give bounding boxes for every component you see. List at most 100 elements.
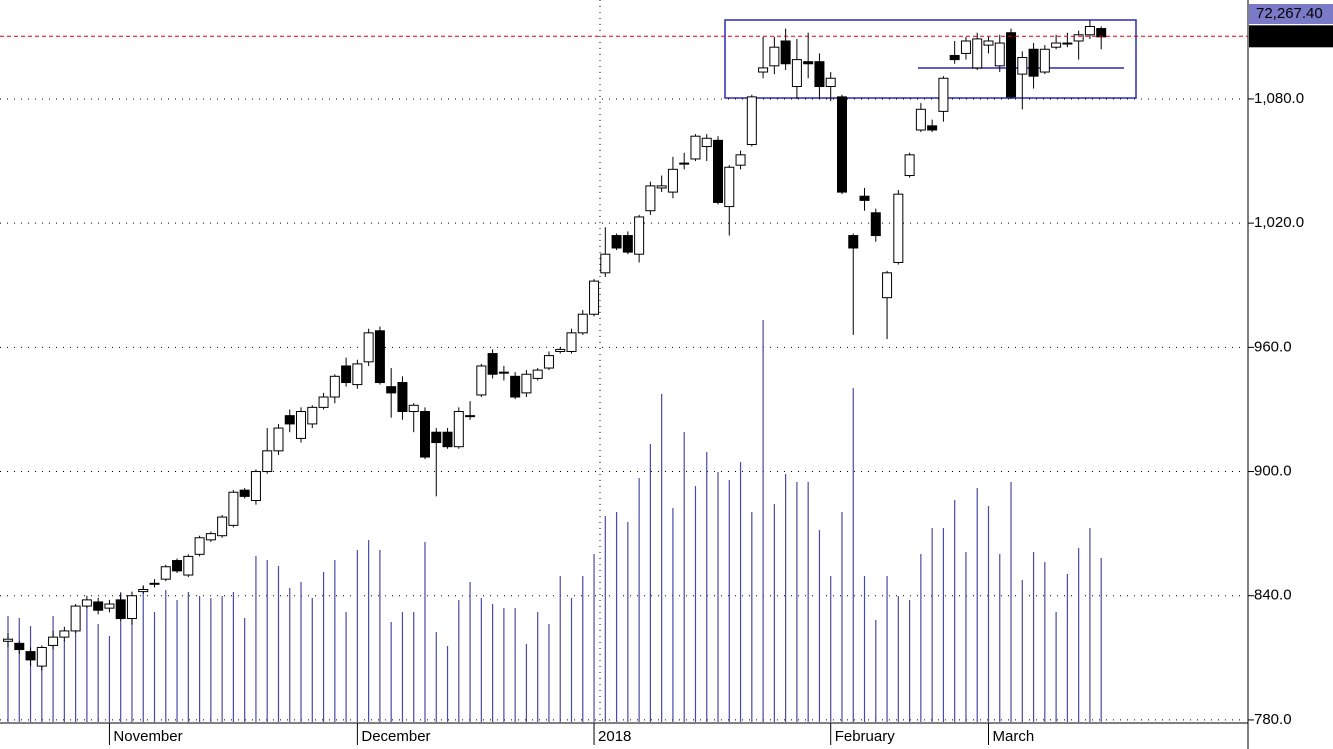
candle-body [532,369,543,379]
candle-body [172,560,183,572]
candle-body [927,125,938,131]
candle-body [1096,28,1107,38]
last-volume-box [1249,4,1333,24]
candle-body [126,595,137,620]
candle-body [791,59,802,88]
candle-body [93,601,104,611]
candle-body [442,431,453,448]
candle-body [160,566,171,580]
candle-body [566,332,577,352]
candle-body [217,516,228,537]
candle-body [893,193,904,263]
candle-body [814,61,825,88]
candle-body [825,77,836,88]
x-tick-label: December [361,728,430,745]
candle-body [138,589,149,593]
candle-body [70,605,81,632]
candle-body [104,603,115,609]
candle-body [341,365,352,384]
candle-body [543,355,554,369]
x-tick-label: March [992,728,1034,745]
candle-body [476,365,487,396]
candle-body [994,42,1005,67]
candle-body [1062,42,1073,45]
candle-body [746,96,757,145]
candle-body [882,272,893,299]
candle-body [363,332,374,363]
candle-body [679,162,690,165]
y-tick-label: 780.0 [1254,711,1292,728]
candle-body [239,489,250,497]
candle-body [374,330,385,384]
candle-body [48,636,59,646]
candle-body [465,415,476,418]
range-box [724,19,1137,99]
x-tick-label: 2018 [598,728,631,745]
candle-body [949,54,960,61]
candle-body [904,154,915,177]
candle-body [915,108,926,131]
x-tick-label: February [835,728,896,745]
candle-body [228,491,239,526]
candle-body [510,375,521,398]
candle-body [1028,48,1039,77]
candle-body [205,533,216,541]
candle-body [1073,34,1084,42]
candle-body [645,185,656,212]
candle-body [431,431,442,444]
candle-body [555,348,566,352]
candle-body [81,599,92,607]
last-price-box [1249,25,1333,48]
candle-body [25,651,36,661]
candle-body [352,363,363,386]
candle-body [408,404,419,413]
x-tick-label: November [113,728,182,745]
candle-body [498,371,509,374]
candle-body [836,96,847,193]
candle-body [284,415,295,425]
candle-body [634,216,645,255]
candle-body [780,40,791,65]
candle-body [250,471,261,502]
candle-body [713,139,724,203]
candle-body [656,185,667,189]
candle-body [487,353,498,375]
candle-body [1051,42,1062,48]
candle-body [521,373,532,394]
candle-body [36,646,47,667]
candle-body [600,253,611,274]
candle-body [419,411,430,458]
candle-body [1017,57,1028,75]
candle-body [59,630,70,638]
candle-body [724,166,735,208]
candle-body [397,382,408,413]
candle-body [667,168,678,193]
candle-body [273,427,284,452]
candle-body [577,313,588,334]
candle-body [194,537,205,555]
candle-body [690,135,701,160]
candle-body [1006,32,1017,98]
candle-body [611,235,622,249]
candle-body [183,555,194,576]
candle-body [622,235,633,253]
y-tick-label: 1,080.0 [1254,90,1304,107]
candle-body [589,280,600,315]
candle-body [859,195,870,201]
candle-body [453,411,464,448]
candle-body [758,67,769,73]
y-tick-label: 900.0 [1254,463,1292,480]
candle-body [307,406,318,425]
candle-body [296,411,307,439]
last-volume-label: 72,267.40 [1256,5,1323,22]
candle-body [149,582,160,585]
candle-body [735,154,746,166]
candle-body [972,38,983,69]
y-tick-label: 840.0 [1254,587,1292,604]
candle-body [318,396,329,408]
y-tick-label: 1,020.0 [1254,214,1304,231]
candle-body [386,386,397,394]
candle-body [329,375,340,398]
